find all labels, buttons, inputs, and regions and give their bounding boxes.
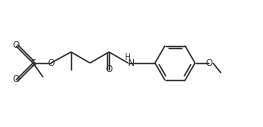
Text: S: S xyxy=(30,59,36,67)
Text: N: N xyxy=(128,59,134,67)
Text: H: H xyxy=(124,53,130,62)
Text: O: O xyxy=(13,42,19,51)
Text: O: O xyxy=(13,75,19,84)
Text: O: O xyxy=(105,66,113,75)
Text: O: O xyxy=(48,59,54,67)
Text: O: O xyxy=(205,59,213,67)
